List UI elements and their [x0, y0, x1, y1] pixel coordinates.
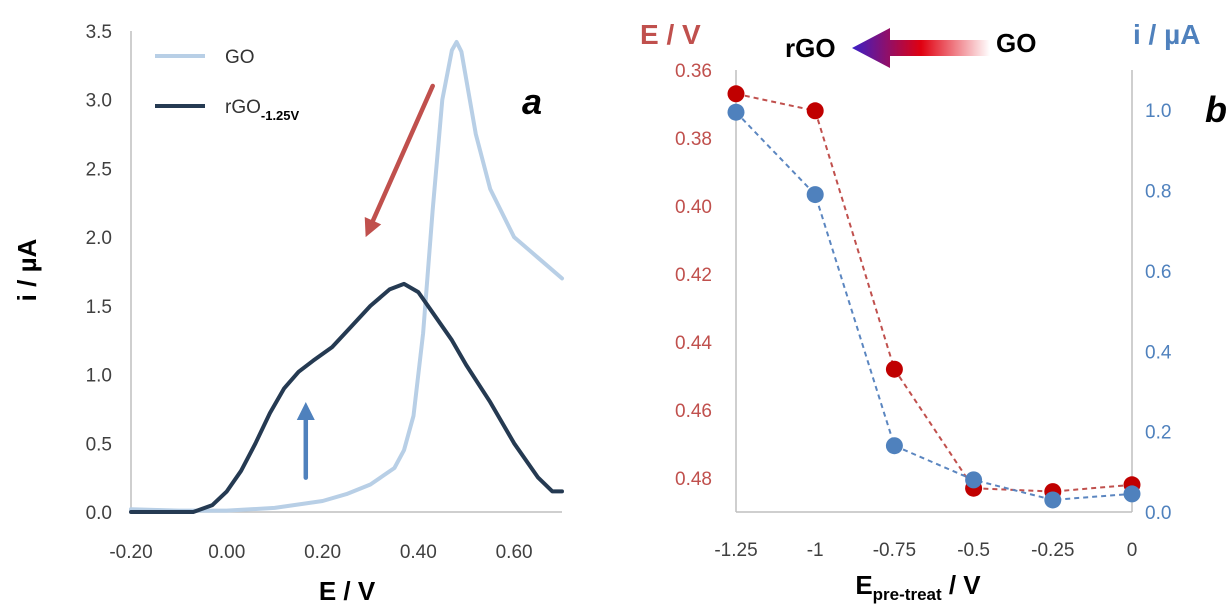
panel-a-y-title: i / µA: [12, 238, 42, 301]
panel-b-right-ticks: 0.0 0.2 0.4 0.6 0.8 1.0: [1145, 101, 1172, 524]
panel-a-letter: a: [522, 81, 542, 122]
panel-b-x-tick-label: -0.25: [1031, 540, 1074, 561]
panel-b-right-tick-label: 0.2: [1145, 423, 1171, 444]
panel-b-right-title: i / µA: [1133, 19, 1200, 50]
gradient-label-go: GO: [996, 28, 1036, 58]
panel-a-x-tick-label: -0.20: [109, 542, 152, 563]
data-point-right: [965, 471, 983, 489]
data-point-right: [1123, 485, 1141, 503]
panel-b-x-ticks: -1.25 -1 -0.75 -0.5 -0.25 0: [714, 540, 1137, 561]
panel-a-x-title: E / V: [319, 576, 376, 606]
panel-a-y-tick-label: 0.0: [86, 503, 112, 524]
data-point-right: [806, 186, 824, 204]
panel-b-right-tick-label: 0.0: [1145, 503, 1171, 524]
panel-b-right-tick-label: 0.6: [1145, 262, 1171, 283]
data-point-right: [885, 437, 903, 455]
panel-b-left-tick-label: 0.42: [675, 265, 712, 286]
panel-a-series: [129, 40, 564, 514]
legend-label-rgo: rGO-1.25V: [225, 97, 300, 123]
panel-b-left-tick-label: 0.46: [675, 401, 712, 422]
panel-b-x-tick-label: -1: [807, 540, 824, 561]
series-line-rgo: [129, 281, 564, 514]
panel-b-left-tick-label: 0.44: [675, 333, 712, 354]
chart-panel-a: 0.0 0.5 1.0 1.5 2.0 2.5 3.0 3.5 -0.20 0.00 0.20 0.…: [12, 22, 564, 606]
data-point-left: [806, 102, 824, 120]
chart-panel-b: 0.360.380.400.420.440.460.48 0.00.20.40.…: [640, 19, 1227, 604]
panel-b-left-tick-label: 0.36: [675, 61, 712, 82]
panel-a-y-tick-label: 2.0: [86, 228, 112, 249]
panel-b-x-tick-label: 0: [1127, 540, 1138, 561]
data-point-left: [727, 85, 745, 103]
panel-b-left-tick-label: 0.38: [675, 129, 712, 150]
panel-b-x-tick-label: -0.75: [873, 540, 916, 561]
panel-a-y-ticks: 0.0 0.5 1.0 1.5 2.0 2.5 3.0 3.5: [86, 22, 112, 524]
panel-b-right-tick-label: 1.0: [1145, 101, 1171, 122]
annotation-arrow-red: [364, 83, 435, 238]
gradient-arrow: [852, 28, 990, 68]
series-line-go: [129, 40, 564, 513]
panel-b-left-ticks: 0.36 0.38 0.40 0.42 0.44 0.46 0.48: [675, 61, 712, 490]
panel-b-left-tick-label: 0.48: [675, 469, 712, 490]
panel-a-arrows: [296, 83, 435, 480]
panel-b-letter: b: [1205, 89, 1227, 130]
panel-b-series: [727, 85, 1141, 509]
data-point-right: [1044, 491, 1062, 509]
panel-a-x-tick-label: 0.20: [304, 542, 341, 563]
panel-b-x-tick-label: -1.25: [714, 540, 757, 561]
series-line-right: [735, 111, 1133, 501]
panel-a-y-tick-label: 1.5: [86, 297, 112, 318]
legend-label-go: GO: [225, 47, 255, 68]
panel-b-x-tick-label: -0.5: [957, 540, 990, 561]
panel-a-x-tick-label: 0.00: [208, 542, 245, 563]
panel-a-x-tick-label: 0.60: [496, 542, 533, 563]
panel-b-x-title: Epre-treat / V: [855, 570, 981, 604]
panel-a-y-tick-label: 2.5: [86, 159, 112, 180]
gradient-label-rgo: rGO: [785, 33, 836, 63]
data-point-left: [885, 360, 903, 378]
data-point-right: [727, 103, 745, 121]
panel-a-x-ticks: -0.20 0.00 0.20 0.40 0.60: [109, 542, 532, 563]
panel-b-right-tick-label: 0.8: [1145, 182, 1171, 203]
series-line-left: [735, 92, 1133, 493]
panel-b-left-tick-label: 0.40: [675, 197, 712, 218]
panel-a-y-tick-label: 0.5: [86, 434, 112, 455]
panel-a-x-tick-label: 0.40: [400, 542, 437, 563]
annotation-arrow-blue: [296, 402, 315, 480]
panel-b-left-title: E / V: [640, 19, 701, 50]
panel-b-right-tick-label: 0.4: [1145, 342, 1172, 363]
panel-a-y-tick-label: 3.0: [86, 91, 112, 112]
panel-a-y-tick-label: 1.0: [86, 366, 112, 387]
panel-a-y-tick-label: 3.5: [86, 22, 112, 43]
